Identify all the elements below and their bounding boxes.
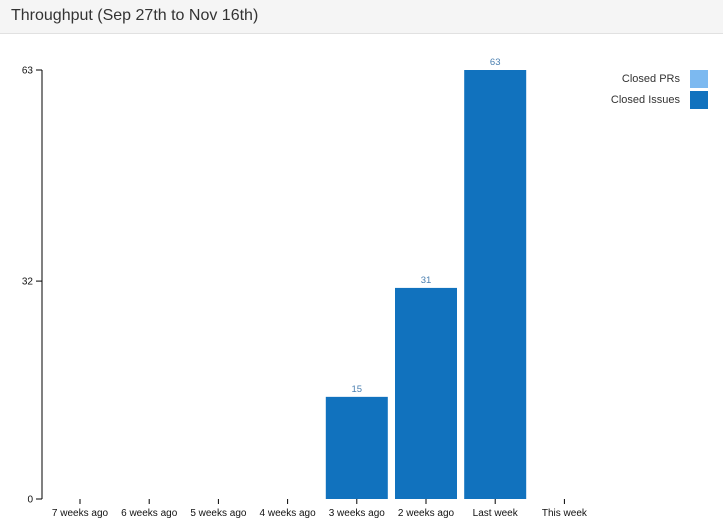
legend-item-closed-issues[interactable]: Closed Issues — [611, 91, 708, 109]
throughput-chart: 0 32 63 7 weeks ago 6 weeks ago 5 weeks ago 4 … — [22, 57, 588, 519]
legend-swatch-closed-prs — [690, 70, 708, 88]
bar-closed-issues — [325, 396, 388, 499]
x-tick-label: 6 weeks ago — [121, 508, 178, 519]
bar-value-label: 31 — [421, 275, 432, 286]
panel-header: Throughput (Sep 27th to Nov 16th) — [0, 0, 723, 34]
x-tick-label: 3 weeks ago — [329, 508, 386, 519]
bar-value-label: 63 — [490, 57, 501, 68]
legend-label-closed-issues: Closed Issues — [610, 94, 680, 106]
y-tick-label: 0 — [27, 495, 33, 506]
bar-closed-issues — [395, 287, 457, 499]
chart-legend: Closed PRs Closed Issues — [611, 70, 708, 112]
x-tick-label: 2 weeks ago — [398, 508, 455, 519]
x-tick-label: 7 weeks ago — [52, 508, 109, 519]
x-tick-label: 4 weeks ago — [260, 508, 317, 519]
chart-title: Throughput (Sep 27th to Nov 16th) — [11, 7, 259, 24]
y-tick-label: 63 — [22, 66, 34, 77]
legend-swatch-closed-issues — [690, 91, 708, 109]
bar-closed-issues — [464, 70, 527, 499]
legend-item-closed-prs[interactable]: Closed PRs — [611, 70, 708, 88]
x-tick-label: This week — [542, 508, 588, 519]
legend-label-closed-prs: Closed PRs — [621, 73, 680, 85]
x-tick-label: Last week — [473, 508, 519, 519]
y-tick-label: 32 — [22, 277, 34, 288]
x-tick-label: 5 weeks ago — [190, 508, 247, 519]
bar-value-label: 15 — [352, 384, 363, 395]
